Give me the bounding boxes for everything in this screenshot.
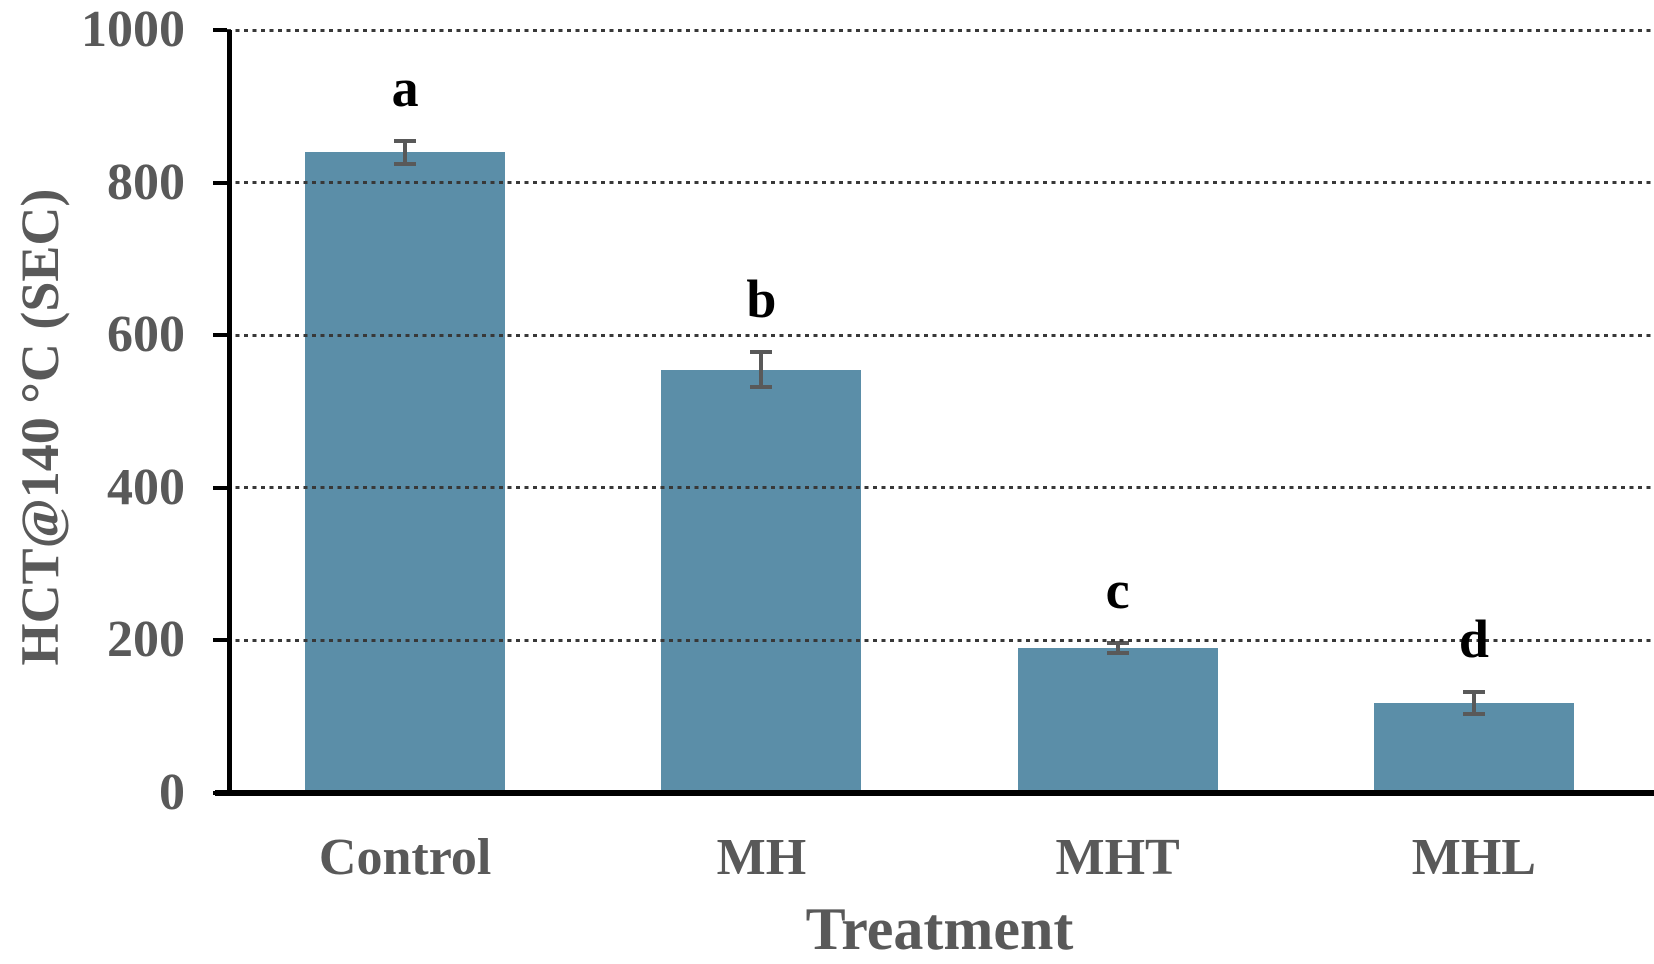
x-axis-title: Treatment [805,896,1074,962]
x-axis-line [215,790,1654,796]
y-tick-label-400: 400 [107,458,185,516]
gridline-200 [227,638,1652,642]
x-tick-label-mh: MH [716,829,807,886]
bar-mh [661,369,862,793]
y-tick-label-0: 0 [159,764,185,821]
bar-mht [1017,648,1218,793]
significance-letter-d: d [1458,608,1489,669]
significance-letter-b: b [746,268,777,329]
significance-letter-c: c [1105,559,1130,620]
x-tick-label-mhl: MHL [1411,829,1536,886]
error-bar-cap-bottom-mhl [1462,712,1485,717]
gridline-400 [227,486,1652,490]
error-bar-cap-bottom-mht [1106,651,1129,656]
gridline-1000 [227,28,1652,32]
x-tick-label-mht: MHT [1055,829,1180,886]
y-tick-label-800: 800 [107,153,185,211]
y-tick-label-600: 600 [107,306,185,364]
error-bar-line-control [403,140,408,164]
y-tick-label-200: 200 [107,611,185,669]
y-tick-200 [213,638,227,643]
error-bar-cap-bottom-control [394,161,417,166]
x-tick-label-control: Control [318,829,492,886]
y-axis-line [227,30,232,796]
error-bar-cap-top-mhl [1462,689,1485,694]
significance-letter-a: a [391,57,419,118]
error-bar-line-mht [1115,642,1120,654]
error-bar-cap-top-mh [750,349,773,354]
y-tick-800 [213,180,227,185]
gridline-800 [227,181,1652,185]
y-tick-600 [213,333,227,338]
error-bar-line-mhl [1471,691,1476,715]
y-tick-1000 [213,28,227,32]
gridline-600 [227,333,1652,337]
bar-control [305,152,506,793]
error-bar-cap-bottom-mh [750,385,773,390]
error-bar-cap-top-control [394,138,417,143]
error-bar-cap-top-mht [1106,640,1129,645]
bar-mhl [1373,702,1574,793]
error-bar-line-mh [759,351,764,388]
y-tick-400 [213,485,227,490]
y-tick-label-1000: 1000 [81,1,185,58]
